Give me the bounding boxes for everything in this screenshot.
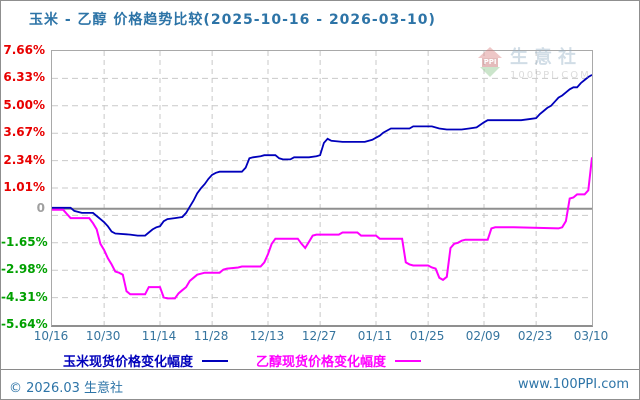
legend-label-ethanol: 乙醇现货价格变化幅度: [256, 355, 387, 370]
y-tick-label: -1.65%: [1, 234, 48, 249]
x-tick-label: 02/23: [517, 329, 553, 343]
x-tick-label: 10/30: [85, 329, 121, 343]
y-tick-label: 5.00%: [3, 97, 45, 112]
legend-label-corn: 玉米现货价格变化幅度: [63, 355, 194, 370]
x-tick-label: 02/09: [465, 329, 501, 343]
x-tick-label: 12/13: [249, 329, 285, 343]
y-tick-label: 0: [36, 200, 45, 215]
y-tick-label: -2.98%: [1, 262, 48, 277]
footer-bar: © 2026.03 生意社 www.100PPI.com: [1, 369, 639, 399]
y-tick-label: 3.67%: [3, 125, 45, 140]
y-tick-label: -4.31%: [1, 289, 48, 304]
chart-title: 玉米 - 乙醇 价格趋势比较(2025-10-16 - 2026-03-10): [29, 12, 436, 28]
y-tick-label: 2.34%: [3, 152, 45, 167]
y-tick-label: 6.33%: [3, 70, 45, 85]
x-tick-label: 01/11: [357, 329, 393, 343]
legend-line-swatch-ethanol: [395, 359, 422, 362]
y-tick-label: 1.01%: [3, 180, 45, 194]
legend-item-corn: 玉米现货价格变化幅度: [63, 351, 229, 370]
y-tick-label: 7.66%: [3, 43, 45, 57]
legend-item-ethanol: 乙醇现货价格变化幅度: [256, 351, 422, 370]
x-tick-label: 12/27: [301, 329, 337, 343]
x-tick-label: 10/16: [33, 329, 69, 343]
plot-area: [51, 50, 593, 327]
ethanol-series-line: [52, 157, 592, 300]
x-tick-label: 11/14: [141, 329, 177, 343]
price-trend-chart: [52, 51, 592, 325]
y-tick-label: -5.64%: [1, 317, 48, 331]
x-tick-label: 01/25: [409, 329, 445, 343]
x-tick-label: 03/10: [573, 329, 609, 343]
copyright-text: © 2026.03 生意社: [9, 381, 124, 396]
corn-series-line: [52, 74, 592, 237]
legend: 玉米现货价格变化幅度 乙醇现货价格变化幅度: [63, 351, 422, 370]
x-tick-label: 11/28: [193, 329, 229, 343]
site-url-text: www.100PPI.com: [517, 377, 629, 392]
legend-line-swatch-corn: [202, 359, 229, 362]
